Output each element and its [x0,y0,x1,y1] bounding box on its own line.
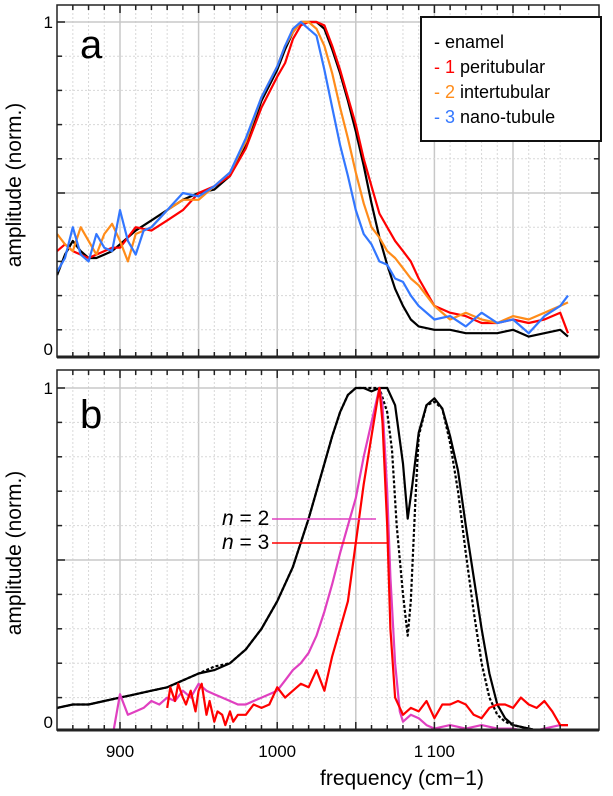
legend-label: nano-tubule [460,107,555,127]
legend-entry: - 2 intertubular [434,82,550,102]
annotation-n: n [222,507,234,530]
legend-number: 1 [445,57,460,77]
y-axis-title: amplitude (norm.) [3,103,26,268]
legend-marker: - [434,32,445,52]
legend-entry: - 1 peritubular [434,57,545,77]
legend-entry: - 3 nano-tubule [434,107,555,127]
legend-entry: - enamel [434,32,504,52]
series-group [57,20,570,338]
series-line-3-nano-tubule [57,20,569,335]
legend-marker: - [434,57,445,77]
series-group [57,386,568,730]
panel-label: a [80,23,103,67]
annotation-n: n [222,531,234,554]
y-tick-label: 1 [44,13,53,32]
annotation-label: n = 2 [222,507,269,530]
y-axis-title: amplitude (norm.) [3,471,26,636]
legend-box [420,16,602,142]
panel-label: b [80,393,102,437]
legend-label: peritubular [460,57,545,77]
annotation-value: = 3 [234,531,270,554]
y-tick-label: 0 [44,713,53,732]
x-axis-title: frequency (cm−1) [320,767,484,790]
legend-label: enamel [445,32,504,52]
series-line-enamel-solid- [57,386,541,730]
series-line-1-peritubular [57,20,570,334]
y-tick-label: 1 [44,379,53,398]
legend-marker: - [434,82,445,102]
x-tick-label: 1 100 [414,742,455,761]
panel-b: 1 0 900 1000 1 100 amplitude (norm.) b n = 2n =… [3,369,600,761]
legend-marker: - [434,107,445,127]
annotation-value: = 2 [234,507,270,530]
y-tick-label: 0 [44,340,53,359]
series-line-n-3 [166,386,568,727]
annotation-label: n = 3 [222,531,269,554]
legend-number: 2 [445,82,460,102]
legend-number: 3 [445,107,460,127]
legend-label: intertubular [460,82,550,102]
x-tick-label: 1000 [258,742,296,761]
grid [57,5,599,357]
x-tick-label: 900 [106,742,134,761]
legend: - enamel- 1 peritubular- 2 intertubular-… [420,16,602,142]
